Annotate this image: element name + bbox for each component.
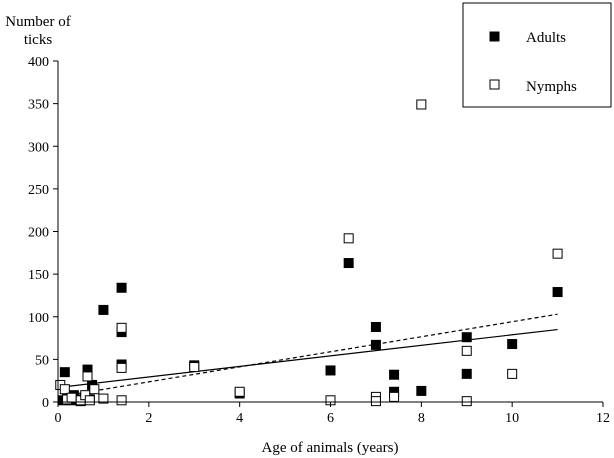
x-tick-label: 12 [596,411,610,426]
y-tick-label: 100 [28,311,49,326]
data-point-adults [370,339,381,350]
data-point-adults [116,282,127,293]
axes: 0 50 100 150 200 250 300 350 400 0 2 4 6 8 10 12 [28,55,610,426]
data-point-nymphs [59,384,70,395]
data-point-adults [389,369,400,380]
data-point-adults [343,258,354,269]
y-tick-label: 50 [35,353,49,368]
data-point-nymphs [389,391,400,402]
data-point-adults [507,339,518,350]
y-tick-label: 200 [28,226,49,241]
data-point-nymphs [82,371,93,382]
data-point-nymphs [116,322,127,333]
data-point-nymphs [84,395,95,406]
data-point-nymphs [98,393,109,404]
y-tick-label: 250 [28,183,49,198]
data-point-nymphs [66,392,77,403]
trendline-nymphs [57,313,558,398]
data-point-adults [552,287,563,298]
data-point-nymphs [370,396,381,407]
data-point-adults [416,385,427,396]
data-point-nymphs [116,362,127,373]
x-tick-label: 0 [55,411,62,426]
x-tick-label: 4 [236,411,243,426]
data-point-nymphs [89,384,100,395]
y-axis-title-line1: Number of [5,14,70,30]
y-tick-label: 350 [28,98,49,113]
x-tick-label: 6 [327,411,334,426]
data-point-nymphs [416,99,427,110]
trendline-adults [57,328,558,389]
data-point-adults [59,367,70,378]
x-axis-title: Age of animals (years) [261,440,398,456]
data-point-adults [461,332,472,343]
legend-label-adults: Adults [526,30,566,46]
y-tick-label: 400 [28,55,49,70]
data-points [55,99,563,407]
y-tick-label: 150 [28,268,49,283]
data-point-adults [370,321,381,332]
legend-label-nymphs: Nymphs [526,79,577,95]
legend-marker-nymphs [489,79,500,90]
data-point-adults [325,365,336,376]
data-point-nymphs [116,395,127,406]
data-point-nymphs [461,396,472,407]
data-point-adults [461,368,472,379]
legend-box [462,2,612,108]
y-axis-title-line2: ticks [24,32,52,48]
legend-marker-adults [489,31,500,42]
x-tick-label: 10 [505,411,519,426]
data-point-nymphs [507,368,518,379]
x-tick-label: 2 [145,411,152,426]
y-tick-label: 0 [42,396,49,411]
data-point-adults [98,304,109,315]
data-point-nymphs [461,345,472,356]
x-tick-label: 8 [418,411,425,426]
data-point-nymphs [234,386,245,397]
trendlines [57,313,558,398]
data-point-nymphs [189,362,200,373]
legend: Adults Nymphs [462,2,612,108]
y-tick-label: 300 [28,140,49,155]
data-point-nymphs [343,233,354,244]
data-point-nymphs [552,248,563,259]
